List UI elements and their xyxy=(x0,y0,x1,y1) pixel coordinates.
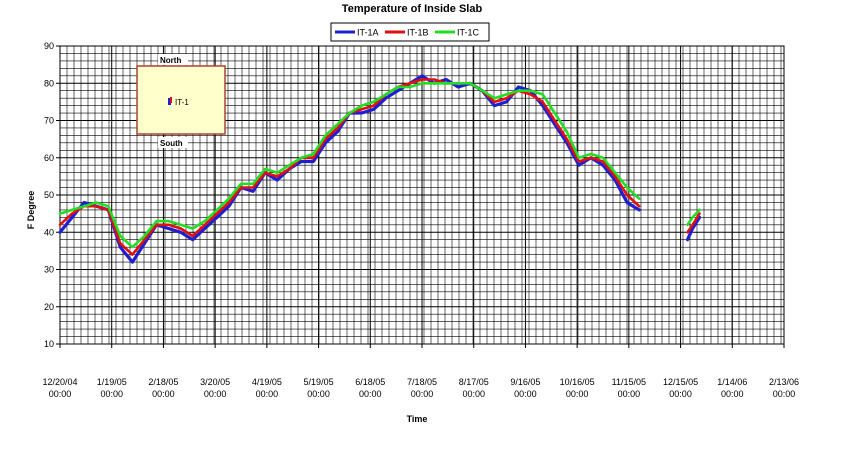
x-tick-time-label: 00:00 xyxy=(307,389,330,399)
x-tick-label: 7/18/05 xyxy=(407,377,437,387)
x-tick-label: 1/14/06 xyxy=(717,377,747,387)
x-tick-label: 1/19/05 xyxy=(97,377,127,387)
inset-north-label: North xyxy=(160,56,181,65)
x-tick-time-label: 00:00 xyxy=(566,389,589,399)
inset-sensor-label: IT-1 xyxy=(175,98,189,107)
x-tick-time-label: 00:00 xyxy=(49,389,72,399)
inset-south-label-bg xyxy=(158,137,188,148)
y-tick-label: 10 xyxy=(44,339,54,349)
inset-box xyxy=(136,65,226,135)
x-tick-label: 12/20/04 xyxy=(42,377,77,387)
x-tick-label: 12/15/05 xyxy=(663,377,698,387)
x-tick-label: 4/19/05 xyxy=(252,377,282,387)
y-tick-label: 80 xyxy=(44,78,54,88)
legend-entry: IT-1C xyxy=(457,28,480,38)
sensor-marker-icon-red xyxy=(170,97,172,103)
x-tick-time-label: 00:00 xyxy=(462,389,485,399)
x-axis-label: Time xyxy=(407,414,428,424)
x-tick-label: 11/15/05 xyxy=(612,377,646,387)
x-tick-time-label: 00:00 xyxy=(721,389,744,399)
y-axis-label: F Degree xyxy=(26,191,36,230)
x-tick-label: 9/16/05 xyxy=(510,377,540,387)
x-tick-time-label: 00:00 xyxy=(204,389,227,399)
location-inset: North South IT-1 xyxy=(136,54,226,148)
inset-south-label: South xyxy=(160,139,183,148)
legend: IT-1A IT-1B IT-1C xyxy=(330,22,490,42)
x-tick-label: 10/16/05 xyxy=(560,377,595,387)
y-tick-label: 40 xyxy=(44,227,54,237)
x-tick-label: 2/18/05 xyxy=(148,377,178,387)
x-tick-time-label: 00:00 xyxy=(514,389,537,399)
x-axis: 12/20/04 00:00 1/19/05 00:00 2/18/05 00:00 3/2… xyxy=(42,46,799,399)
legend-entry: IT-1B xyxy=(407,28,429,38)
y-tick-label: 30 xyxy=(44,265,54,275)
y-tick-label: 70 xyxy=(44,116,54,126)
y-tick-label: 90 xyxy=(44,41,54,51)
x-tick-time-label: 00:00 xyxy=(669,389,692,399)
x-tick-label: 6/18/05 xyxy=(355,377,385,387)
sensor-marker-icon xyxy=(168,98,171,105)
x-tick-time-label: 00:00 xyxy=(152,389,175,399)
x-tick-label: 2/13/06 xyxy=(769,377,799,387)
y-tick-label: 60 xyxy=(44,153,54,163)
legend-entry: IT-1A xyxy=(357,28,379,38)
legend-items: IT-1A IT-1B IT-1C xyxy=(335,28,480,38)
chart-title: Temperature of Inside Slab xyxy=(342,3,483,15)
x-tick-label: 8/17/05 xyxy=(459,377,489,387)
x-tick-time-label: 00:00 xyxy=(100,389,123,399)
y-tick-label: 20 xyxy=(44,302,54,312)
series-line-it-1c xyxy=(58,82,701,249)
legend-box xyxy=(330,22,490,42)
x-tick-time-label: 00:00 xyxy=(359,389,382,399)
x-tick-label: 3/20/05 xyxy=(200,377,230,387)
x-tick-label: 5/19/05 xyxy=(304,377,334,387)
inset-north-label-bg xyxy=(158,54,188,65)
x-tick-time-label: 00:00 xyxy=(618,389,641,399)
x-tick-time-label: 00:00 xyxy=(256,389,279,399)
x-tick-time-label: 00:00 xyxy=(773,389,796,399)
y-tick-label: 50 xyxy=(44,190,54,200)
x-tick-time-label: 00:00 xyxy=(411,389,434,399)
series-group xyxy=(58,74,702,264)
